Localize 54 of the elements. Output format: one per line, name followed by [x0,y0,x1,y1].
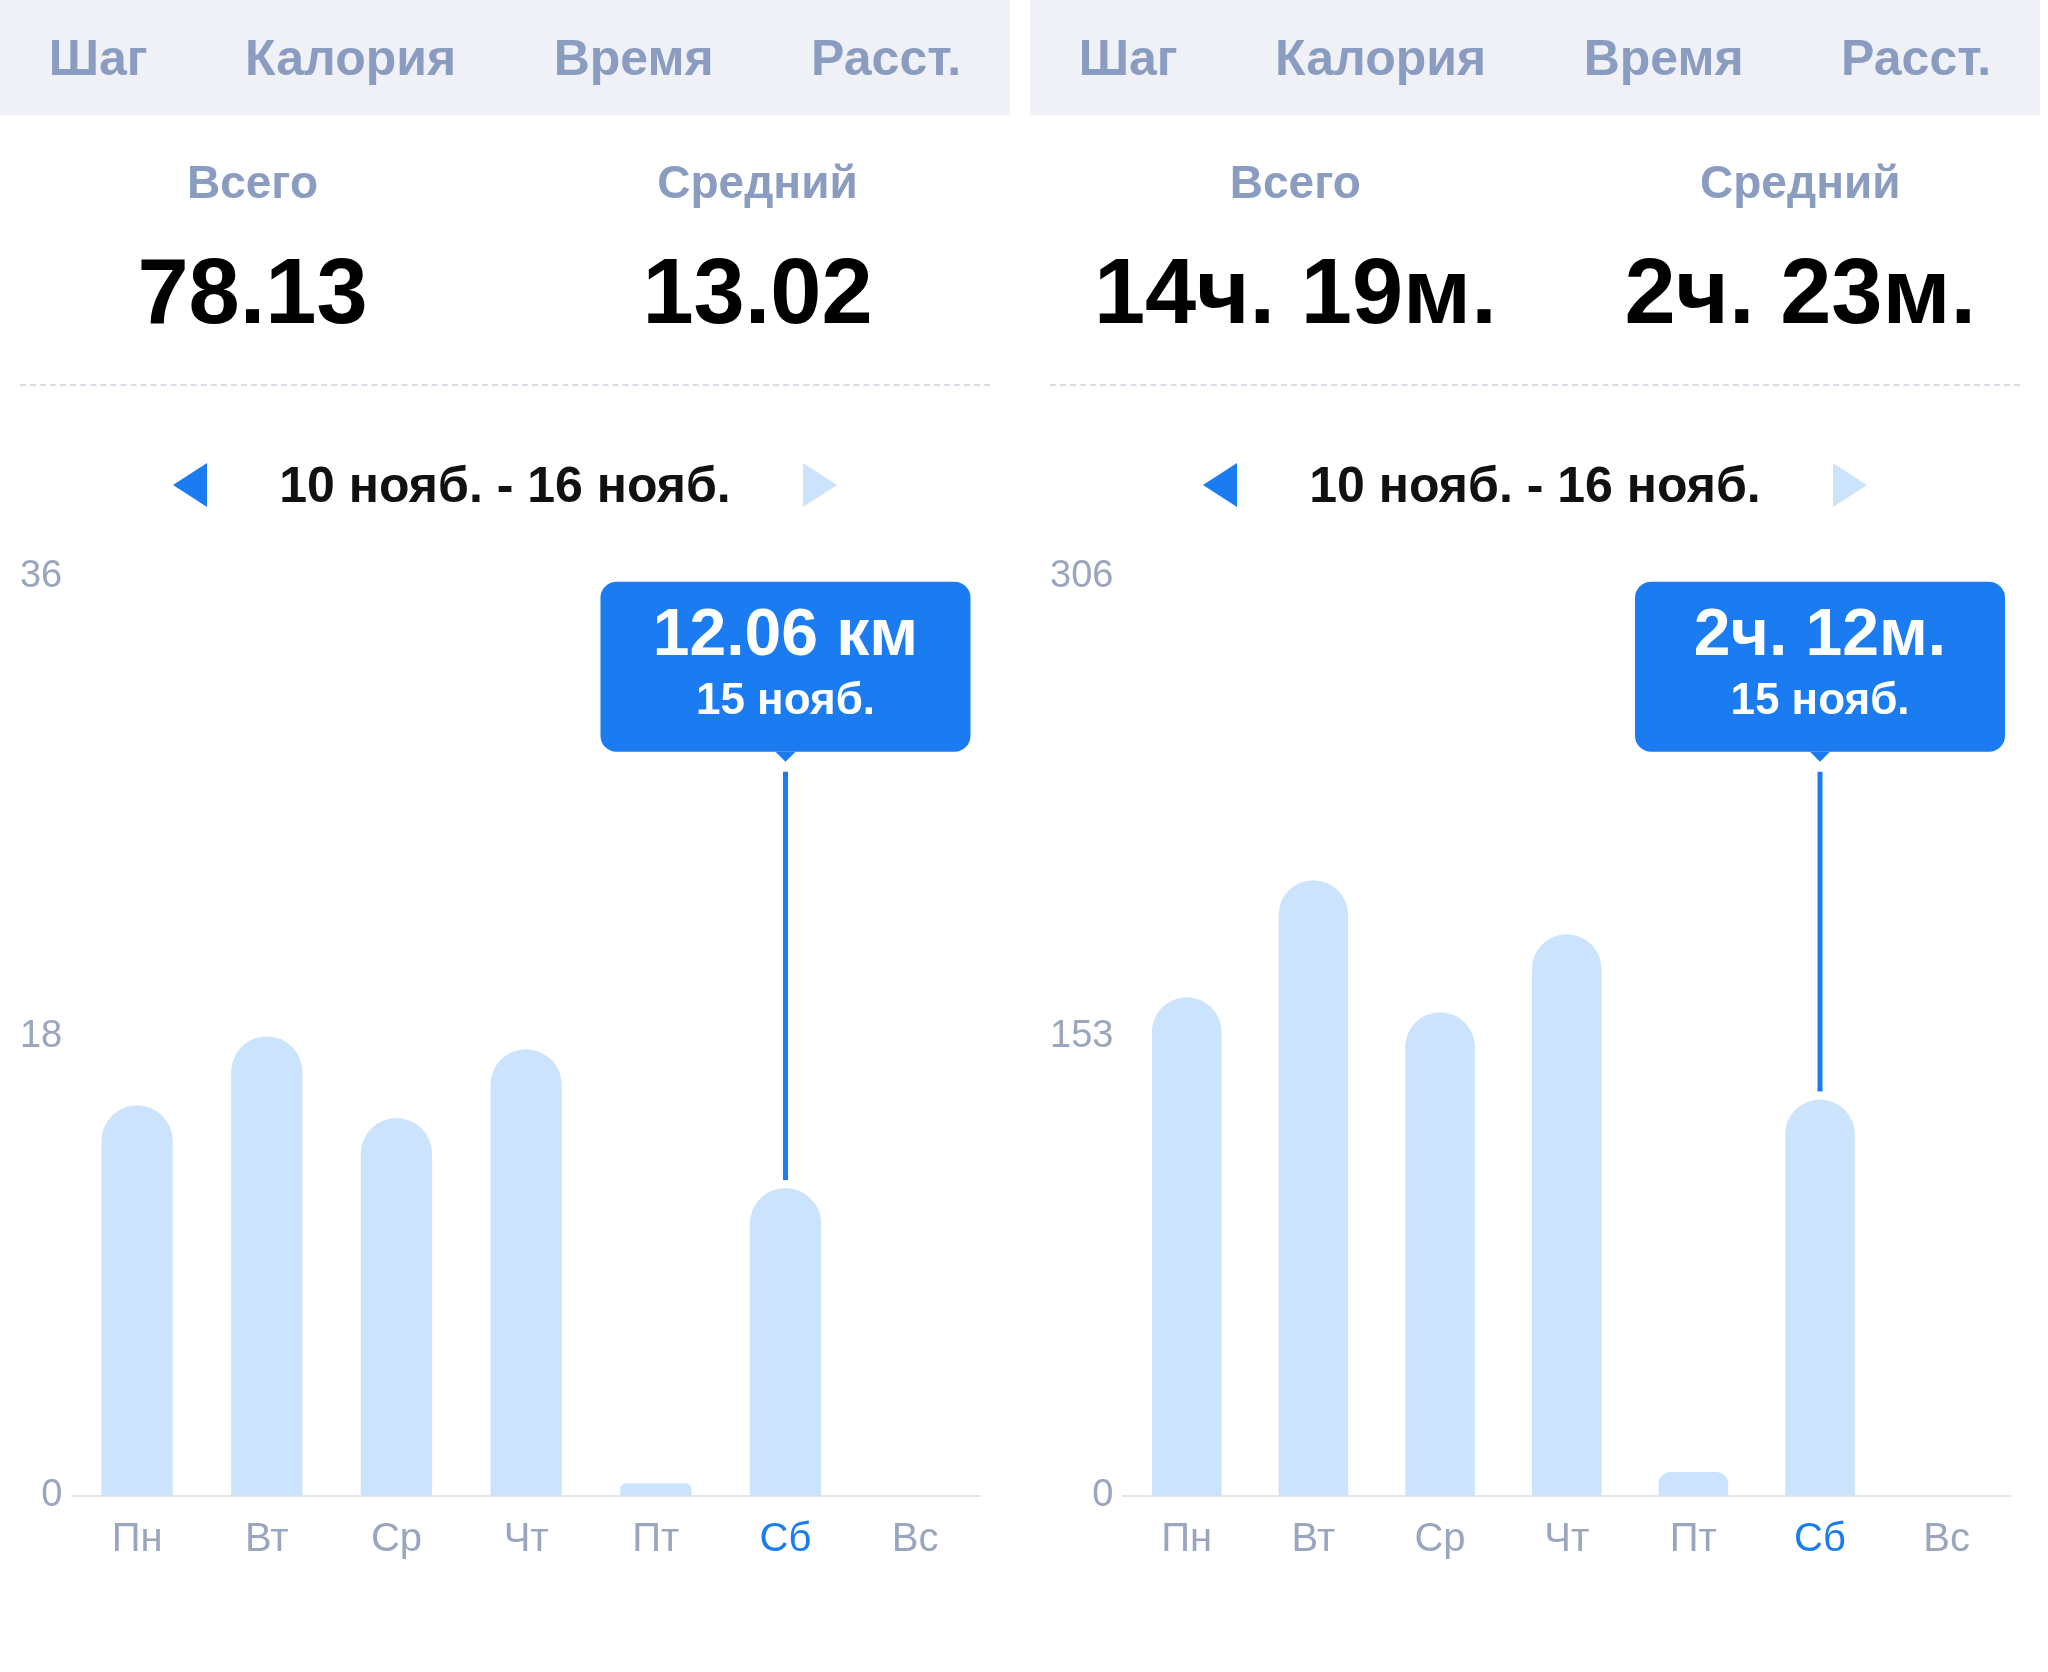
text: Время [1583,28,1744,87]
x-tick-label: Вт [244,1515,289,1560]
bar [1785,1099,1855,1496]
bar [101,1105,173,1496]
text: 14ч. 19м. [1093,239,1497,344]
x-tick-label: Вт [1291,1515,1336,1560]
annotation: 15 нояб. [1730,673,1910,723]
y-tick-label: 0 [1092,1472,1114,1515]
text: Средний [656,155,859,209]
text: Всего [1228,155,1362,209]
bar [231,1036,303,1496]
y-tick-label: 306 [1050,553,1114,596]
x-tick-label: Чт [1544,1515,1590,1560]
x-tick-label: Пн [1161,1515,1213,1560]
text: 2ч. 23м. [1624,239,1977,344]
bar [620,1483,692,1496]
text: Средний [1699,155,1902,209]
text: 13.02 [642,239,873,344]
text: Шаг [1078,28,1178,87]
y-tick-label: 0 [41,1472,63,1515]
text: Всего [185,155,319,209]
x-tick-label: Пт [1669,1515,1717,1560]
text: 10 нояб. - 16 нояб. [1309,456,1761,514]
text: Калория [1275,28,1487,87]
annotation: 2ч. 12м. [1693,595,1947,669]
text: Время [553,28,714,87]
text: 78.13 [137,239,368,344]
x-tick-label: Сб [759,1515,812,1560]
bar [360,1118,433,1496]
bar [1278,880,1349,1496]
y-tick-label: 153 [1050,1012,1114,1055]
bar [1151,997,1222,1496]
bar [1658,1471,1729,1496]
x-tick-label: Ср [370,1515,423,1560]
x-tick-label: Пт [632,1515,680,1560]
bar [490,1049,562,1496]
x-tick-label: Сб [1794,1515,1846,1560]
annotation: 15 нояб. [695,673,876,723]
bar [749,1188,822,1496]
text: 10 нояб. - 16 нояб. [279,456,731,514]
y-tick-label: 36 [19,553,63,596]
x-tick-label: Вс [1923,1515,1971,1560]
text: Калория [245,28,457,87]
text: Шаг [48,28,148,87]
x-tick-label: Вс [891,1515,939,1560]
bar [1405,1012,1475,1496]
x-tick-label: Чт [503,1515,549,1560]
y-tick-label: 18 [19,1012,63,1055]
x-tick-label: Пн [111,1515,163,1560]
x-tick-label: Ср [1414,1515,1466,1560]
text: Расст. [1841,28,1992,87]
bar [1531,934,1602,1496]
text: Расст. [811,28,962,87]
annotation: 12.06 км [652,595,919,669]
